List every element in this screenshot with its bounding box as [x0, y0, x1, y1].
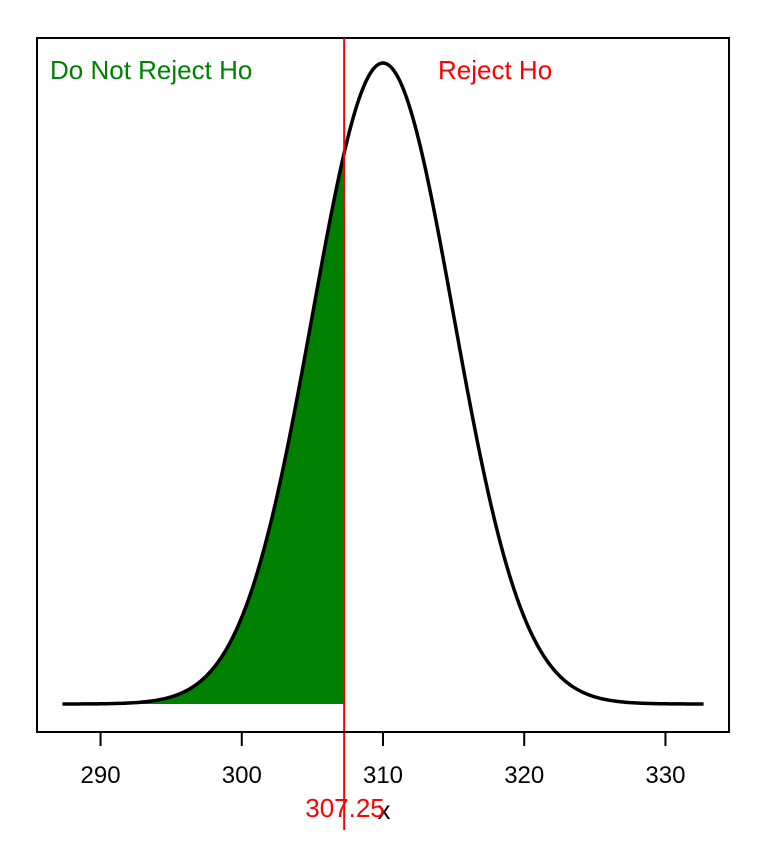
- x-tick-label-320: 320: [504, 762, 544, 789]
- x-tick-label-310: 310: [363, 762, 403, 789]
- critical-value-label: 307.25: [305, 793, 385, 823]
- do-not-reject-label: Do Not Reject Ho: [50, 55, 252, 85]
- x-axis: 290 300 310 320 330: [81, 731, 685, 789]
- density-curve: [62, 61, 704, 706]
- x-axis-label: x: [378, 795, 391, 825]
- x-tick-label-330: 330: [645, 762, 685, 789]
- x-tick-label-290: 290: [81, 762, 121, 789]
- x-tick-label-300: 300: [222, 762, 262, 789]
- plot-layer: [36, 37, 730, 830]
- do-not-reject-region: [62, 152, 345, 705]
- plot-frame: [36, 37, 730, 733]
- reject-label: Reject Ho: [438, 55, 552, 85]
